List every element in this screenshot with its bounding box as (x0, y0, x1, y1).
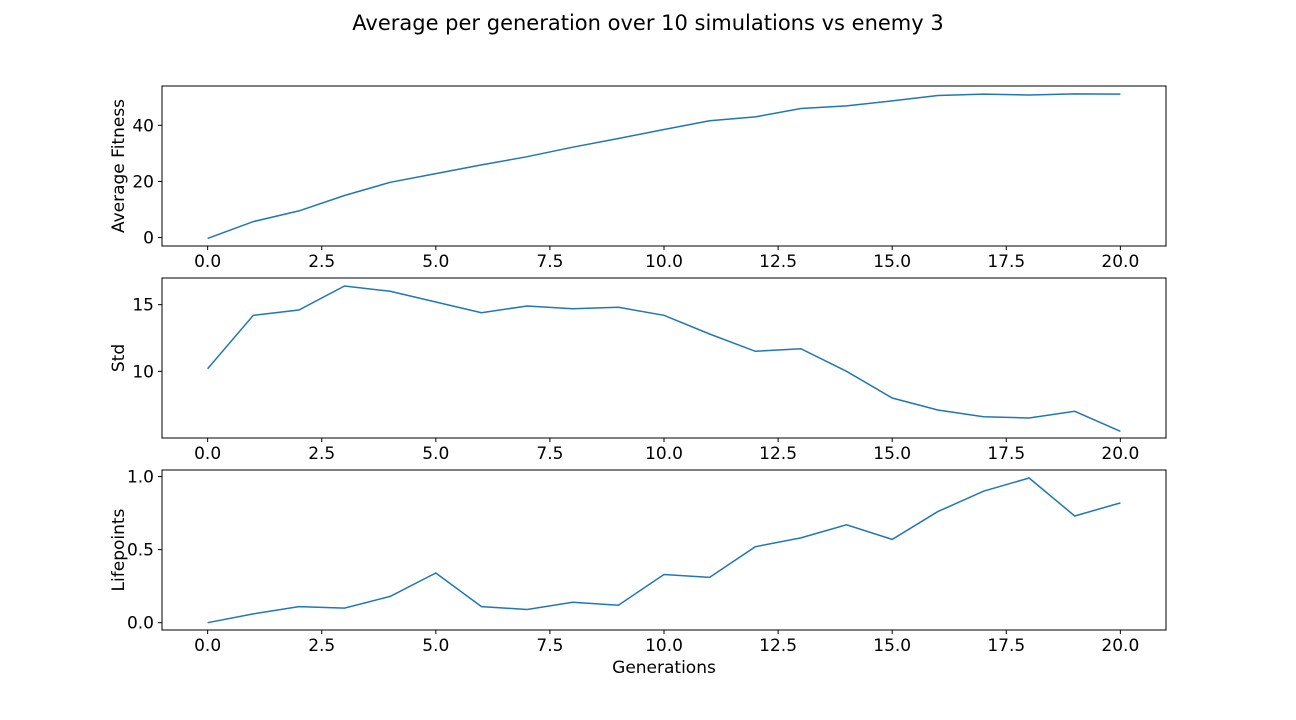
std-x-tick-label: 20.0 (1101, 444, 1139, 464)
average-fitness-x-tick-label: 17.5 (987, 252, 1025, 272)
lifepoints-y-tick-label: 0.0 (127, 614, 154, 634)
average-fitness-x-tick-label: 5.0 (422, 252, 449, 272)
average-fitness-x-tick-label: 10.0 (645, 252, 683, 272)
average-fitness-y-tick-label: 20 (132, 172, 154, 192)
lifepoints-x-axis-label: Generations (612, 658, 716, 678)
std-y-tick-label: 15 (132, 296, 154, 316)
lifepoints-subplot: 0.0 2.5 5.0 7.5 10.0 12.5 15.0 17.5 20.0 0.0 0.5 1.… (109, 468, 1167, 678)
std-x-tick-label: 7.5 (536, 444, 563, 464)
average-fitness-subplot: 0.0 2.5 5.0 7.5 10.0 12.5 15.0 17.5 20.0 0 20 40Ave… (109, 85, 1167, 272)
std-series-line (207, 285, 1121, 432)
lifepoints-x-tick-label: 7.5 (536, 636, 563, 656)
average-fitness-axes-frame (161, 85, 1167, 247)
std-x-tick-label: 15.0 (873, 444, 911, 464)
average-fitness-x-tick-label: 2.5 (308, 252, 335, 272)
lifepoints-x-tick-label: 0.0 (194, 636, 221, 656)
std-x-tick-label: 2.5 (308, 444, 335, 464)
lifepoints-y-tick-label: 0.5 (127, 541, 154, 561)
std-x-tick-label: 10.0 (645, 444, 683, 464)
average-fitness-x-tick-label: 0.0 (194, 252, 221, 272)
lifepoints-x-tick-label: 12.5 (759, 636, 797, 656)
average-fitness-x-tick-label: 7.5 (536, 252, 563, 272)
std-x-tick-label: 17.5 (987, 444, 1025, 464)
lifepoints-x-tick-label: 2.5 (308, 636, 335, 656)
lifepoints-x-tick-label: 10.0 (645, 636, 683, 656)
average-fitness-x-tick-label: 12.5 (759, 252, 797, 272)
lifepoints-series-line (207, 477, 1121, 624)
std-x-tick-label: 5.0 (422, 444, 449, 464)
average-fitness-x-tick-label: 15.0 (873, 252, 911, 272)
std-y-tick-label: 10 (132, 362, 154, 382)
average-fitness-y-tick-label: 0 (143, 229, 154, 249)
average-fitness-series-line (207, 93, 1121, 240)
average-fitness-y-axis-label: Average Fitness (109, 99, 129, 233)
std-subplot: 0.0 2.5 5.0 7.5 10.0 12.5 15.0 17.5 20.0 10 15 Std (109, 277, 1167, 464)
lifepoints-x-tick-label: 17.5 (987, 636, 1025, 656)
average-fitness-y-tick-label: 40 (132, 116, 154, 136)
lifepoints-x-tick-label: 20.0 (1101, 636, 1139, 656)
std-x-tick-label: 0.0 (194, 444, 221, 464)
lifepoints-x-tick-label: 5.0 (422, 636, 449, 656)
lifepoints-y-axis-label: Lifepoints (109, 508, 129, 591)
subplot-grid: 0.0 2.5 5.0 7.5 10.0 12.5 15.0 17.5 20.0 0 20 40Ave… (109, 85, 1167, 678)
lifepoints-x-tick-label: 15.0 (873, 636, 911, 656)
figure-title: Average per generation over 10 simulatio… (352, 11, 943, 35)
std-y-axis-label: Std (109, 344, 129, 372)
std-x-tick-label: 12.5 (759, 444, 797, 464)
average-fitness-x-tick-label: 20.0 (1101, 252, 1139, 272)
lifepoints-axes-frame (161, 469, 1167, 631)
lifepoints-y-tick-label: 1.0 (127, 468, 154, 488)
